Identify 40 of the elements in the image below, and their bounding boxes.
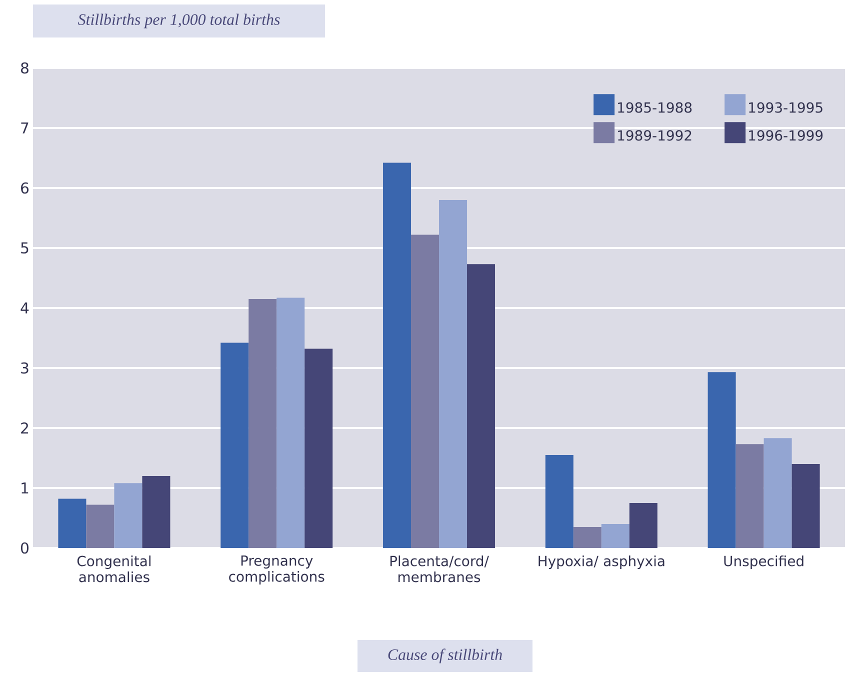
bar [86,504,114,548]
bar [58,498,86,548]
x-tick-label: Unspecified [724,556,804,570]
bar [629,502,658,548]
legend-label: 1996-1999 [749,130,823,141]
x-tick-label: Placenta/cord/ membranes [390,556,489,582]
y-tick-label: 8 [20,62,28,74]
bar [792,464,820,548]
y-tick-label: 7 [21,122,28,134]
legend-label: 1989-1992 [618,130,692,141]
x-axis-title: Cause of stillbirth [388,648,502,664]
bar [439,200,468,548]
bar [708,372,736,548]
bar [114,483,142,548]
bar [601,524,630,548]
bar [220,342,249,548]
bar [545,454,574,548]
y-tick-label: 0 [20,542,28,554]
bar [573,526,602,548]
x-tick-label: Congenital anomalies [77,556,150,582]
bar [248,298,277,548]
legend-label: 1985-1988 [618,102,692,113]
bar [383,162,412,548]
bar [411,234,440,548]
y-tick-label: 1 [22,482,28,494]
x-tick-label: Hypoxia/ asphyxia [538,556,664,570]
y-tick-label: 4 [20,302,29,314]
bar [142,476,170,548]
bar [304,348,333,548]
bar [764,438,792,548]
y-tick-label: 5 [21,242,28,254]
bar [736,444,764,548]
bar [467,264,496,548]
y-tick-label: 3 [21,362,28,374]
legend-label: 1993-1995 [749,102,822,113]
y-axis-title: Stillbirths per 1,000 total births [78,14,280,28]
x-tick-label: Pregnancy complications [229,556,324,585]
y-tick-label: 6 [21,182,29,194]
bar [276,298,305,548]
y-tick-label: 2 [21,422,28,434]
